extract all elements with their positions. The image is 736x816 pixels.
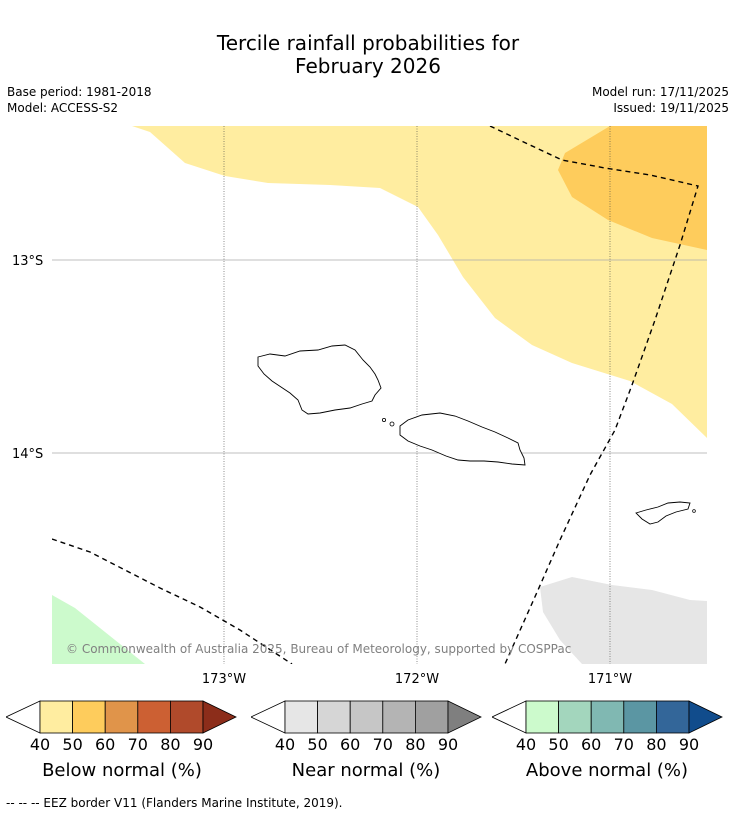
below-normal-40-50-region [132,126,707,438]
below-normal-segments [39,700,204,734]
colorbar-segment [382,700,416,734]
cb-tick: 80 [160,735,181,754]
colorbar-segment [558,700,592,734]
colorbar-segment [137,700,171,734]
cb-tick: 90 [437,735,459,754]
near-normal-colorbar [251,700,482,734]
near-normal-region [540,577,707,664]
title-line-2: February 2026 [295,54,441,78]
colorbar-segment [623,700,657,734]
colorbar-segment [349,700,384,734]
near-normal-upper-extension [447,700,482,734]
colorbar-segment [284,700,318,734]
cb-tick: 40 [515,735,537,754]
cb-tick: 60 [340,735,361,754]
cb-tick: 80 [405,735,426,754]
cb-tick: 70 [127,735,148,754]
lat-label-14s: 14°S [12,447,43,462]
above-normal-region [52,595,145,664]
title-line-1: Tercile rainfall probabilities for [216,31,520,55]
model-name: Model: ACCESS-S2 [7,101,119,115]
cb-tick: 90 [192,735,214,754]
eez-border-west [52,538,293,664]
aunuu-island [692,509,696,513]
near-normal-label: Near normal (%) [291,760,441,781]
lat-label-13s: 13°S [12,254,43,269]
base-period: Base period: 1981-2018 [7,85,152,99]
cb-tick: 40 [274,735,296,754]
near-normal-lower-extension [251,700,286,734]
lon-label-173w: 173°W [202,672,246,687]
below-normal-upper-extension [202,700,237,734]
above-normal-colorbar [492,700,723,734]
model-run: Model run: 17/11/2025 [591,85,729,99]
cb-tick: 70 [613,735,634,754]
cb-tick: 50 [548,735,569,754]
colorbar-segment [655,700,690,734]
cb-tick: 60 [581,735,602,754]
above-normal-upper-extension [688,700,723,734]
cb-tick: 70 [372,735,393,754]
colorbar-segment [590,700,625,734]
colorbar-segment [104,700,139,734]
colorbar-segment [317,700,351,734]
colorbar-segment [414,700,449,734]
apolima-island [389,421,395,427]
below-normal-lower-extension [6,700,41,734]
near-normal-segments [284,700,449,734]
above-normal-label: Above normal (%) [525,760,689,781]
below-normal-50-60-region [558,126,707,250]
copyright-text: © Commonwealth of Australia 2025, Bureau… [66,642,571,656]
tutuila-island [635,501,691,525]
eez-border-north [489,126,699,664]
above-normal-lower-extension [492,700,527,734]
colorbar-segment [525,700,559,734]
below-normal-label: Below normal (%) [42,760,202,781]
map: © Commonwealth of Australia 2025, Bureau… [12,126,707,687]
cb-tick: 50 [62,735,83,754]
colorbar-segment [39,700,73,734]
issued-date: Issued: 19/11/2025 [613,101,729,115]
eez-legend-footer: -- -- -- EEZ border V11 (Flanders Marine… [6,796,343,810]
cb-tick: 90 [678,735,700,754]
below-normal-colorbar [6,700,237,734]
colorbar-segment [72,700,106,734]
lon-label-171w: 171°W [588,672,632,687]
upolu-island [399,412,526,466]
savaii-island [257,344,382,415]
manono-island [381,417,386,422]
lon-label-172w: 172°W [395,672,439,687]
above-normal-segments [525,700,690,734]
cb-tick: 40 [29,735,51,754]
cb-tick: 50 [307,735,328,754]
colorbar-segment [169,700,204,734]
cb-tick: 80 [646,735,667,754]
cb-tick: 60 [95,735,116,754]
